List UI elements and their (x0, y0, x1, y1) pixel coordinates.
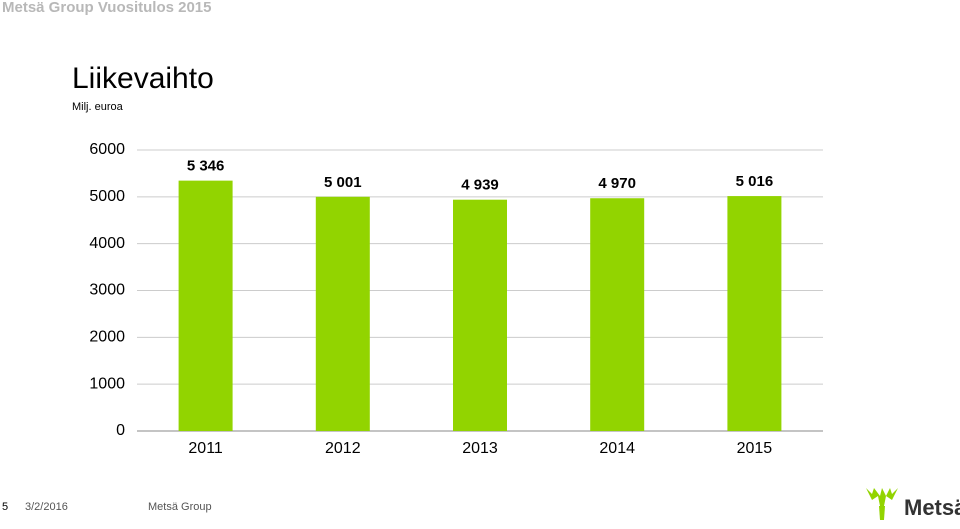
bar (727, 196, 782, 431)
chart-subtitle: Milj. euroa (72, 101, 124, 113)
x-tick-label: 2012 (325, 440, 361, 457)
bar (315, 196, 370, 431)
y-tick-label: 1000 (89, 375, 125, 392)
value-label: 5 346 (187, 158, 225, 175)
page-number: 5 (2, 501, 8, 513)
bar (590, 198, 645, 431)
logo-icon-stem (879, 506, 885, 520)
y-tick-label: 3000 (89, 282, 125, 299)
x-tick-label: 2014 (599, 440, 635, 457)
footer-company: Metsä Group (148, 501, 212, 513)
y-tick-label: 5000 (89, 188, 125, 205)
y-tick-label: 0 (116, 422, 125, 439)
header-title: Metsä Group Vuositulos 2015 (2, 0, 212, 16)
logo-icon (866, 488, 898, 506)
value-label: 5 016 (736, 173, 774, 190)
x-tick-label: 2015 (737, 440, 773, 457)
y-tick-label: 2000 (89, 329, 125, 346)
chart-title: Liikevaihto (72, 62, 214, 95)
bar (178, 180, 233, 431)
x-tick-label: 2013 (462, 440, 498, 457)
logo-text: Metsä (904, 495, 960, 520)
y-tick-label: 6000 (89, 141, 125, 158)
value-label: 4 970 (598, 175, 636, 192)
y-tick-label: 4000 (89, 235, 125, 252)
footer-date: 3/2/2016 (25, 501, 68, 513)
logo: Metsä (866, 488, 960, 520)
bar (453, 199, 507, 431)
value-label: 4 939 (461, 177, 499, 194)
x-tick-label: 2011 (188, 440, 223, 457)
value-label: 5 001 (324, 174, 362, 191)
